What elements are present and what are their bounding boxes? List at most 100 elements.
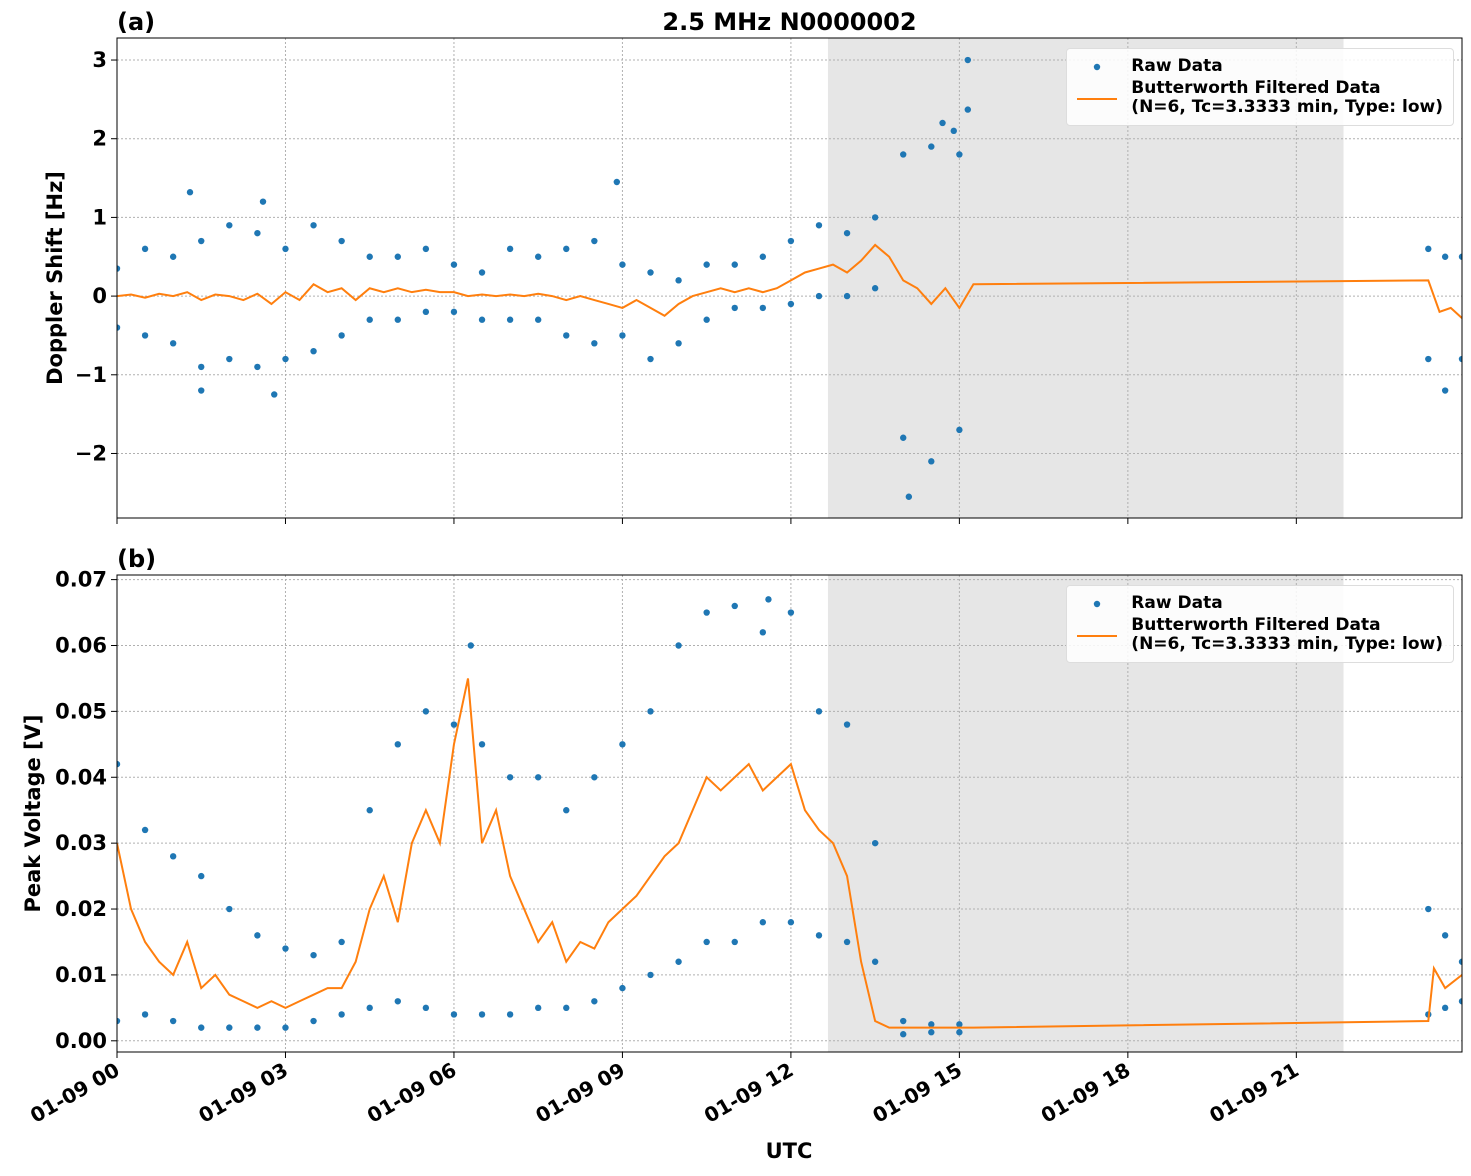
chart-title: 2.5 MHz N0000002 <box>662 8 916 36</box>
raw-point <box>478 1011 486 1018</box>
raw-point <box>198 363 205 371</box>
raw-point <box>366 253 373 260</box>
raw-point <box>259 198 267 205</box>
raw-point <box>506 245 514 253</box>
raw-point <box>563 1004 570 1012</box>
raw-point <box>871 839 879 847</box>
y-tick-label: 0 <box>92 284 107 308</box>
raw-point <box>843 292 851 300</box>
raw-point <box>1458 253 1462 260</box>
axes-frame <box>116 37 1463 519</box>
x-tick-label: 01-09 06 <box>363 1058 461 1128</box>
raw-point <box>198 1024 205 1031</box>
raw-point <box>759 253 767 260</box>
y-tick-label: 0.00 <box>55 1029 107 1053</box>
filtered-line <box>117 243 1462 319</box>
panel-label: (b) <box>117 545 156 573</box>
raw-point <box>928 1021 935 1028</box>
legend-entry: Raw Data <box>1077 594 1443 614</box>
legend-label: Raw Data <box>1131 56 1223 76</box>
raw-point <box>619 741 626 748</box>
raw-point <box>900 1031 907 1038</box>
x-axis-label: UTC <box>766 1139 813 1163</box>
raw-point <box>928 458 935 465</box>
raw-point <box>647 269 654 276</box>
y-axis-label: Doppler Shift [Hz] <box>43 171 67 385</box>
raw-point <box>338 938 345 946</box>
raw-point <box>956 1029 963 1036</box>
raw-point <box>675 277 682 284</box>
raw-point <box>815 222 823 229</box>
raw-point <box>815 292 823 300</box>
raw-point <box>467 642 474 649</box>
y-tick-label: 0.07 <box>55 568 107 592</box>
raw-point <box>675 958 682 965</box>
raw-point <box>534 253 542 260</box>
raw-point <box>647 355 654 363</box>
raw-point <box>506 316 514 323</box>
raw-point <box>254 1024 261 1031</box>
raw-point <box>619 984 626 992</box>
raw-point <box>731 602 738 610</box>
raw-point <box>422 1004 430 1012</box>
raw-point <box>169 853 177 860</box>
raw-point <box>787 237 795 245</box>
legend-entry: Raw Data <box>1077 57 1443 77</box>
raw-point <box>950 127 957 135</box>
raw-point <box>1425 355 1432 363</box>
raw-point <box>226 905 233 913</box>
raw-point <box>450 261 458 268</box>
raw-point <box>703 938 710 946</box>
raw-point <box>534 1004 542 1012</box>
raw-point <box>366 316 373 323</box>
raw-point <box>1441 932 1449 939</box>
raw-point <box>619 332 626 339</box>
raw-point <box>310 347 317 355</box>
raw-point <box>366 807 373 814</box>
raw-point <box>310 951 317 959</box>
x-tick-label: 01-09 09 <box>531 1058 629 1128</box>
raw-point <box>843 229 851 237</box>
raw-point <box>1458 998 1462 1005</box>
raw-point <box>169 1017 177 1025</box>
raw-point <box>271 391 278 398</box>
raw-point <box>198 237 205 245</box>
raw-point <box>450 1011 458 1018</box>
raw-point <box>169 340 177 347</box>
raw-point <box>1458 355 1462 363</box>
raw-point <box>1441 387 1449 394</box>
x-tick-label: 01-09 15 <box>868 1058 966 1128</box>
raw-point <box>1425 905 1432 913</box>
raw-point <box>310 1017 317 1025</box>
raw-point <box>141 1011 149 1018</box>
raw-point <box>422 245 430 253</box>
y-tick-label: 0.02 <box>55 897 107 921</box>
raw-point <box>703 316 710 323</box>
raw-point <box>759 304 767 312</box>
raw-point <box>563 245 570 253</box>
legend-label: Raw Data <box>1131 593 1223 613</box>
raw-point <box>815 708 823 715</box>
y-tick-label: 1 <box>92 205 107 229</box>
legend-key <box>1094 600 1101 608</box>
raw-point <box>591 340 598 347</box>
raw-point <box>117 1017 121 1025</box>
raw-point <box>843 938 851 946</box>
raw-point <box>939 119 946 127</box>
raw-point <box>647 708 654 715</box>
x-tick-label: 01-09 21 <box>1205 1058 1303 1128</box>
legend: Raw Data Butterworth Filtered Data (N=6, … <box>1066 585 1454 663</box>
raw-point <box>282 945 289 952</box>
raw-point <box>394 253 401 260</box>
raw-point <box>905 493 913 500</box>
raw-point <box>787 300 795 308</box>
raw-point <box>591 237 598 245</box>
raw-point <box>619 261 626 268</box>
raw-point <box>815 932 823 939</box>
raw-point <box>956 1021 963 1028</box>
raw-point <box>956 426 963 434</box>
y-axis-label: Peak Voltage [V] <box>21 714 45 912</box>
legend-key <box>1094 63 1101 71</box>
raw-point <box>964 56 972 64</box>
raw-point <box>1441 1004 1449 1012</box>
